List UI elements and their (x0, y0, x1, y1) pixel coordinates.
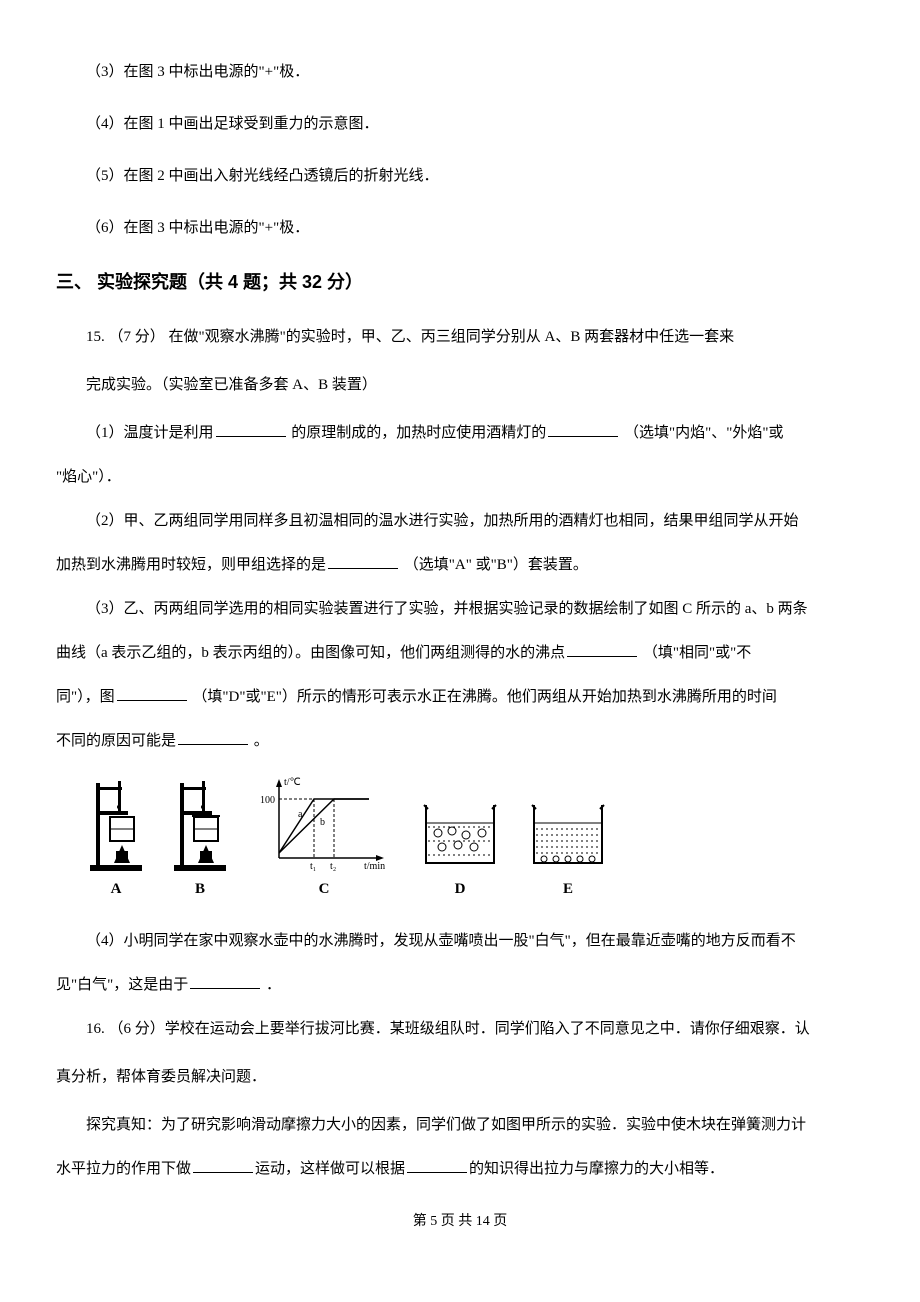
blank-figure-d-or-e[interactable] (117, 685, 187, 701)
blank-time-diff-reason[interactable] (178, 729, 248, 745)
figure-beaker-d: D (418, 797, 502, 901)
figure-e-label: E (563, 877, 573, 901)
q15-sub2-text-c: （选填"A" 或"B"）套装置。 (400, 557, 588, 573)
apparatus-a-icon (86, 773, 146, 873)
figure-b-label: B (195, 877, 205, 901)
q16-intro-line2: 真分析，帮体育委员解决问题． (56, 1065, 864, 1089)
q16-p1-line1: 探究真知：为了研究影响滑动摩擦力大小的因素，同学们做了如图甲所示的实验．实验中使… (56, 1113, 864, 1137)
q15-sub3-text-d: 同"），图 (56, 689, 115, 705)
q16-p1-text-d: 的知识得出拉力与摩擦力的大小相等． (469, 1161, 724, 1177)
q15-sub3-text-g: 。 (250, 733, 269, 749)
q15-figure-row: A B (86, 773, 864, 901)
page-footer: 第 5 页 共 14 页 (56, 1211, 864, 1233)
q15-sub1-text-b: 的原理制成的，加热时应使用酒精灯的 (288, 425, 547, 441)
q15-sub1-text-a: （1）温度计是利用 (86, 425, 214, 441)
beaker-d-icon (418, 797, 502, 873)
figure-d-label: D (455, 877, 466, 901)
q15-sub3-text-c: （填"相同"或"不 (639, 645, 751, 661)
q15-sub3-line4: 不同的原因可能是 。 (56, 729, 864, 753)
question-14-sub6: （6）在图 3 中标出电源的"+"极． (56, 216, 864, 240)
q15-sub4-line1: （4）小明同学在家中观察水壶中的水沸腾时，发现从壶嘴喷出一股"白气"，但在最靠近… (56, 929, 864, 953)
blank-motion-type[interactable] (193, 1157, 253, 1173)
svg-text:a: a (298, 809, 303, 820)
blank-boiling-point-same[interactable] (567, 641, 637, 657)
q15-intro-line1: 15. （7 分） 在做"观察水沸腾"的实验时，甲、乙、丙三组同学分别从 A、B… (56, 325, 864, 349)
question-15: 15. （7 分） 在做"观察水沸腾"的实验时，甲、乙、丙三组同学分别从 A、B… (56, 325, 864, 997)
figure-c-label: C (319, 877, 330, 901)
q15-sub3-text-f: 不同的原因可能是 (56, 733, 176, 749)
question-16: 16. （6 分）学校在运动会上要举行拔河比赛．某班级组队时．同学们陷入了不同意… (56, 1017, 864, 1181)
q16-p1-line2: 水平拉力的作用下做 运动，这样做可以根据 的知识得出拉力与摩擦力的大小相等． (56, 1157, 864, 1181)
q16-p1-text-b: 水平拉力的作用下做 (56, 1161, 191, 1177)
q15-sub3-line3: 同"），图 （填"D"或"E"）所示的情形可表示水正在沸腾。他们两组从开始加热到… (56, 685, 864, 709)
q15-sub3-text-e: （填"D"或"E"）所示的情形可表示水正在沸腾。他们两组从开始加热到水沸腾所用的… (189, 689, 777, 705)
blank-knowledge-basis[interactable] (407, 1157, 467, 1173)
q15-sub1-text-c: （选填"内焰"、"外焰"或 (620, 425, 783, 441)
chart-y-label: t/℃ (284, 777, 301, 788)
q16-intro-line1: 16. （6 分）学校在运动会上要举行拔河比赛．某班级组队时．同学们陷入了不同意… (56, 1017, 864, 1041)
blank-white-gas-reason[interactable] (190, 973, 260, 989)
q15-sub3-text-b: 曲线（a 表示乙组的，b 表示丙组的）。由图像可知，他们两组测得的水的沸点 (56, 645, 565, 661)
question-14-sub4: （4）在图 1 中画出足球受到重力的示意图． (56, 112, 864, 136)
q15-sub2-line1: （2）甲、乙两组同学用同样多且初温相同的温水进行实验，加热所用的酒精灯也相同，结… (56, 509, 864, 533)
question-14-sub5: （5）在图 2 中画出入射光线经凸透镜后的折射光线． (56, 164, 864, 188)
figure-apparatus-b: B (170, 773, 230, 901)
svg-text:b: b (320, 817, 325, 828)
blank-thermometer-principle[interactable] (216, 421, 286, 437)
svg-text:t₁: t₁ (310, 861, 316, 872)
q15-sub4-line2: 见"白气"，这是由于 ． (56, 973, 864, 997)
chart-y-100: 100 (260, 795, 275, 806)
chart-x-label: t/min (364, 861, 385, 872)
apparatus-b-icon (170, 773, 230, 873)
q15-sub3-line2: 曲线（a 表示乙组的，b 表示丙组的）。由图像可知，他们两组测得的水的沸点 （填… (56, 641, 864, 665)
q15-sub1-line2: "焰心"）． (56, 465, 864, 489)
q15-sub1: （1）温度计是利用 的原理制成的，加热时应使用酒精灯的 （选填"内焰"、"外焰"… (56, 421, 864, 445)
q15-sub2-text-b: 加热到水沸腾用时较短，则甲组选择的是 (56, 557, 326, 573)
figure-apparatus-a: A (86, 773, 146, 901)
figure-a-label: A (111, 877, 122, 901)
figure-chart-c: t/℃ t/min 100 a b t₁ t₂ C (254, 773, 394, 901)
q15-intro-line2: 完成实验。（实验室已准备多套 A、B 装置） (86, 373, 864, 397)
beaker-e-icon (526, 797, 610, 873)
q16-p1-text-c: 运动，这样做可以根据 (255, 1161, 405, 1177)
figure-beaker-e: E (526, 797, 610, 901)
blank-apparatus-choice[interactable] (328, 553, 398, 569)
blank-flame-part[interactable] (548, 421, 618, 437)
chart-c-icon: t/℃ t/min 100 a b t₁ t₂ (254, 773, 394, 873)
svg-text:t₂: t₂ (330, 861, 336, 872)
question-14-sub3: （3）在图 3 中标出电源的"+"极． (56, 60, 864, 84)
q15-sub2-line2: 加热到水沸腾用时较短，则甲组选择的是 （选填"A" 或"B"）套装置。 (56, 553, 864, 577)
q15-sub4-text-b: 见"白气"，这是由于 (56, 977, 188, 993)
q15-sub4-text-c: ． (262, 977, 281, 993)
section-3-header: 三、 实验探究题（共 4 题；共 32 分） (56, 268, 864, 297)
q15-sub3-line1: （3）乙、丙两组同学选用的相同实验装置进行了实验，并根据实验记录的数据绘制了如图… (56, 597, 864, 621)
